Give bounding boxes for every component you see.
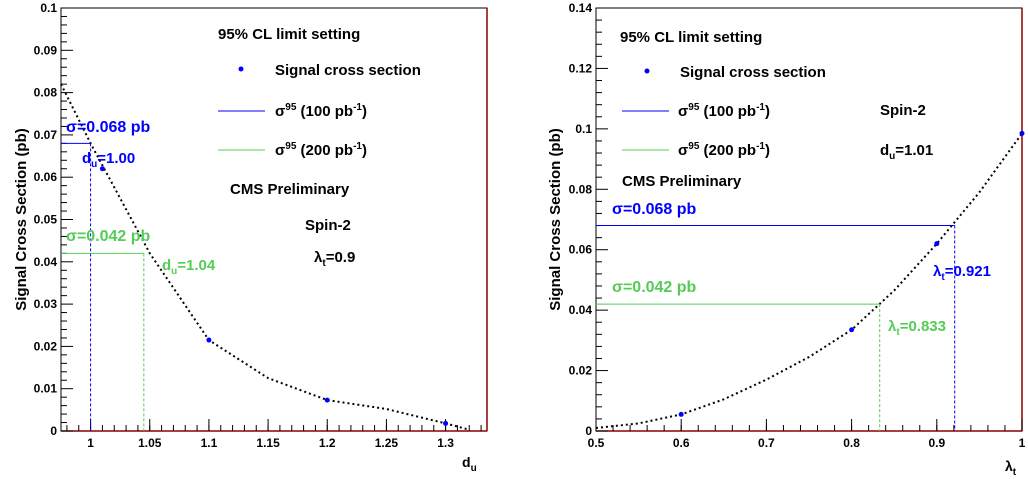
y-tick-label: 0.08 bbox=[569, 182, 593, 196]
limit-x-label: du=1.04 bbox=[162, 257, 216, 277]
data-point bbox=[443, 420, 449, 426]
cms-preliminary-label: CMS Preliminary bbox=[230, 181, 350, 198]
legend-line-200-label: σ95 (200 pb-1) bbox=[678, 141, 770, 159]
right-chart: 0 0.02 0.04 0.06 0.08 0.1 0.12 0.14 0.5 0.6 0.7 0.8… bbox=[547, 1, 1026, 478]
y-tick-label: 0.01 bbox=[34, 382, 58, 396]
legend-marker bbox=[644, 68, 650, 74]
y-tick-label: 0.04 bbox=[569, 303, 593, 317]
x-tick-label: 0.8 bbox=[843, 436, 860, 450]
left-chart: 0 0.01 0.02 0.03 0.04 0.05 0.06 0.07 0.08 0.09 0.1… bbox=[13, 1, 488, 474]
legend-line-200-label: σ95 (200 pb-1) bbox=[275, 141, 367, 159]
y-tick-label: 0.1 bbox=[40, 1, 57, 15]
data-point bbox=[934, 241, 940, 247]
cms-preliminary-label: CMS Preliminary bbox=[622, 173, 742, 190]
x-axis-title: du bbox=[462, 454, 477, 474]
y-tick-label: 0.09 bbox=[34, 43, 58, 57]
x-tick-label: 0.6 bbox=[673, 436, 690, 450]
limit-x-label: λt=0.833 bbox=[888, 318, 946, 338]
limit-sigma-label: σ=0.068 pb bbox=[612, 201, 697, 218]
x-tick-label: 0.9 bbox=[928, 436, 945, 450]
x-tick-label: 0.5 bbox=[588, 436, 605, 450]
y-tick-label: 0.05 bbox=[34, 213, 58, 227]
data-point bbox=[99, 166, 105, 172]
fit-curve bbox=[60, 83, 470, 431]
limit-sigma-label: σ=0.068 pb bbox=[66, 119, 151, 136]
parameter-label: λt=0.9 bbox=[314, 249, 355, 269]
x-tick-label: 1 bbox=[87, 436, 94, 450]
y-tick-label: 0.02 bbox=[34, 339, 58, 353]
limit-x-label: du=1.00 bbox=[82, 150, 135, 170]
spin-label: Spin-2 bbox=[305, 217, 351, 234]
legend-marker-label: Signal cross section bbox=[680, 64, 826, 81]
legend-title: 95% CL limit setting bbox=[620, 29, 762, 46]
fit-curve bbox=[595, 132, 1023, 429]
y-tick-label: 0.14 bbox=[569, 1, 593, 15]
y-tick-label: 0.06 bbox=[569, 243, 593, 257]
y-tick-label: 0.02 bbox=[569, 364, 593, 378]
y-axis-title: Signal Cross Section (pb) bbox=[547, 128, 564, 311]
parameter-label: du=1.01 bbox=[880, 142, 933, 162]
y-tick-label: 0.08 bbox=[34, 86, 58, 100]
spin-label: Spin-2 bbox=[880, 102, 926, 119]
x-tick-label: 1.05 bbox=[138, 436, 162, 450]
data-point bbox=[206, 337, 212, 343]
y-tick-label: 0.12 bbox=[569, 61, 593, 75]
x-tick-label: 0.7 bbox=[758, 436, 775, 450]
legend-line-100-label: σ95 (100 pb-1) bbox=[275, 102, 367, 120]
y-tick-label: 0.1 bbox=[575, 122, 592, 136]
legend-line-100-label: σ95 (100 pb-1) bbox=[678, 102, 770, 120]
x-tick-label: 1.3 bbox=[437, 436, 454, 450]
x-tick-label: 1 bbox=[1019, 436, 1026, 450]
x-axis-title: λt bbox=[1005, 458, 1017, 478]
x-tick-label: 1.15 bbox=[256, 436, 280, 450]
data-point bbox=[324, 397, 330, 403]
limit-sigma-label: σ=0.042 pb bbox=[66, 228, 151, 245]
data-point bbox=[1019, 130, 1025, 136]
y-tick-label: 0.03 bbox=[34, 297, 58, 311]
y-tick-label: 0.07 bbox=[34, 128, 58, 142]
y-axis-title: Signal Cross Section (pb) bbox=[13, 128, 30, 311]
limit-x-label: λt=0.921 bbox=[933, 263, 991, 283]
plot-frame bbox=[60, 7, 488, 432]
y-tick-label: 0.06 bbox=[34, 170, 58, 184]
legend-marker-label: Signal cross section bbox=[275, 62, 421, 79]
y-tick-label: 0 bbox=[585, 424, 592, 438]
legend-marker bbox=[238, 66, 244, 72]
x-tick-label: 1.2 bbox=[319, 436, 336, 450]
y-tick-label: 0 bbox=[50, 424, 57, 438]
data-point bbox=[678, 411, 684, 417]
x-tick-label: 1.25 bbox=[375, 436, 399, 450]
y-tick-label: 0.04 bbox=[34, 255, 58, 269]
limit-sigma-label: σ=0.042 pb bbox=[612, 279, 697, 296]
x-tick-label: 1.1 bbox=[201, 436, 218, 450]
data-point bbox=[849, 327, 855, 333]
legend-title: 95% CL limit setting bbox=[218, 26, 360, 43]
